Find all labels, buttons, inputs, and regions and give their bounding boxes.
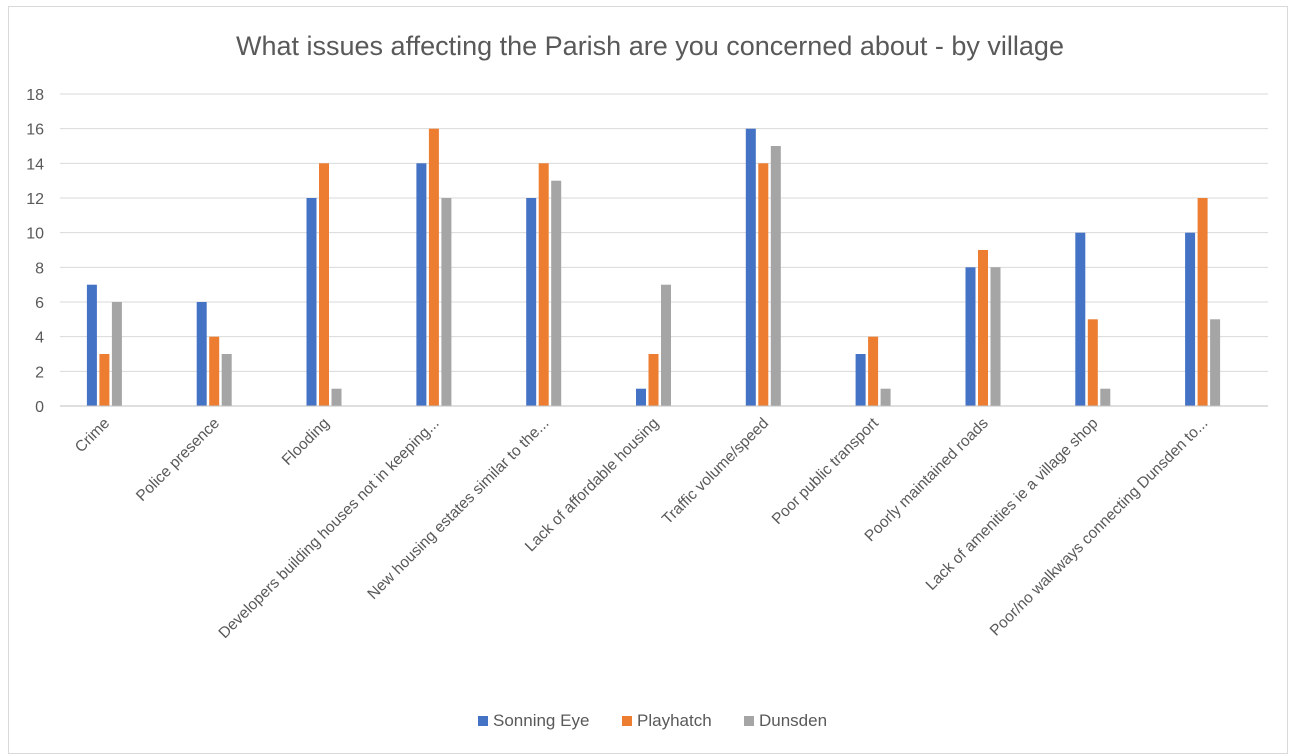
- bars: [86, 128, 1221, 406]
- bar-dunsden: [990, 267, 1001, 406]
- bar-sonning-eye: [1075, 232, 1086, 406]
- x-tick-label: New housing estates similar to the...: [364, 415, 552, 603]
- bar-sonning-eye: [196, 302, 207, 406]
- y-tick-label: 14: [26, 156, 44, 173]
- bar-sonning-eye: [526, 198, 537, 406]
- bar-playhatch: [428, 128, 439, 406]
- bar-dunsden: [770, 146, 781, 406]
- chart-title: What issues affecting the Parish are you…: [236, 31, 1064, 61]
- legend-label: Dunsden: [759, 711, 827, 730]
- bar-playhatch: [978, 250, 988, 406]
- bar-dunsden: [1100, 388, 1111, 406]
- bar-dunsden: [1210, 319, 1221, 406]
- y-tick-label: 2: [35, 364, 44, 381]
- x-tick-label: Poorly maintained roads: [862, 415, 992, 545]
- bar-playhatch: [648, 354, 659, 406]
- y-tick-label: 4: [35, 330, 44, 347]
- bar-dunsden: [661, 284, 671, 406]
- bar-sonning-eye: [1185, 232, 1196, 406]
- y-axis-ticks: 0 2 4 6 8 10 12 14 16 18: [26, 87, 44, 416]
- bar-dunsden: [111, 302, 122, 406]
- legend-label: Playhatch: [637, 711, 712, 730]
- bar-playhatch: [538, 163, 549, 406]
- y-tick-label: 12: [26, 191, 44, 208]
- y-tick-label: 6: [35, 295, 44, 312]
- bar-dunsden: [331, 388, 342, 406]
- legend-swatch: [622, 716, 632, 726]
- y-tick-label: 0: [35, 399, 44, 416]
- bar-playhatch: [1087, 319, 1098, 406]
- bar-sonning-eye: [745, 128, 756, 406]
- x-tick-label: Lack of amenities ie a village shop: [923, 415, 1102, 594]
- bar-playhatch: [868, 336, 879, 406]
- y-tick-label: 8: [35, 260, 44, 277]
- bar-dunsden: [551, 180, 562, 406]
- gridlines: [60, 93, 1268, 372]
- bar-sonning-eye: [416, 163, 427, 406]
- legend: Sonning Eye Playhatch Dunsden: [478, 711, 827, 730]
- x-tick-label: Traffic volume/speed: [659, 415, 772, 528]
- bar-dunsden: [880, 388, 891, 406]
- bar-playhatch: [319, 163, 329, 406]
- x-tick-label: Developers building houses not in keepin…: [216, 415, 443, 642]
- bar-playhatch: [99, 354, 110, 406]
- bar-dunsden: [221, 354, 232, 406]
- legend-swatch: [478, 716, 488, 726]
- y-tick-label: 16: [26, 122, 44, 139]
- x-tick-label: Police presence: [133, 415, 223, 505]
- bar-playhatch: [1197, 198, 1208, 406]
- bar-playhatch: [209, 336, 220, 406]
- bar-sonning-eye: [965, 267, 976, 406]
- x-tick-label: Crime: [72, 415, 113, 456]
- bar-sonning-eye: [636, 388, 646, 406]
- legend-label: Sonning Eye: [493, 711, 589, 730]
- bar-sonning-eye: [855, 354, 866, 406]
- y-tick-label: 10: [26, 226, 44, 243]
- x-tick-label: Flooding: [279, 415, 333, 469]
- bar-sonning-eye: [306, 198, 317, 406]
- x-tick-label: Poor/no walkways connecting Dunsden to..…: [987, 415, 1212, 640]
- bar-dunsden: [441, 198, 452, 406]
- bar-playhatch: [758, 163, 769, 406]
- y-tick-label: 18: [26, 87, 44, 104]
- x-tick-label: Poor public transport: [769, 414, 883, 528]
- legend-swatch: [744, 716, 754, 726]
- chart-frame: [8, 6, 1288, 754]
- bar-sonning-eye: [86, 284, 97, 406]
